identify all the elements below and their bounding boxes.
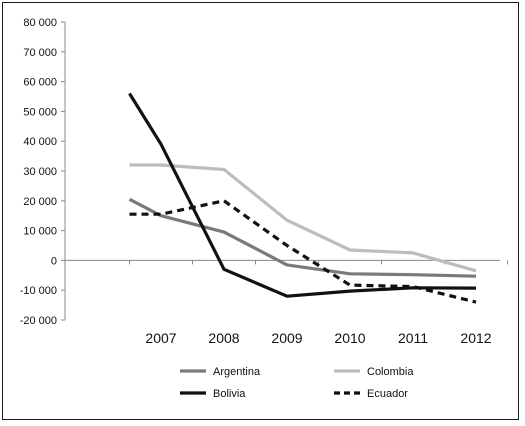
x-tick-label: 2012 [460,330,491,346]
x-tick-label: 2010 [334,330,365,346]
series-line-bolivia [128,92,477,298]
series-line-colombia [129,163,477,273]
series-line-ecuador [129,199,477,304]
chart-frame [2,2,519,420]
y-tick-label: 30 000 [23,166,57,178]
x-tick-label: 2011 [398,330,428,346]
series-line-argentina [128,197,477,278]
x-tick-label: 2009 [271,330,302,346]
y-tick-label: 50 000 [23,106,57,118]
legend-label-ecuador: Ecuador [367,388,408,400]
y-tick-label: 0 [51,255,57,267]
y-tick-label: 40 000 [23,136,57,148]
y-tick-label: -10 000 [20,285,57,297]
x-tick-label: 2007 [145,330,176,346]
y-tick-label: 80 000 [23,17,57,29]
y-tick-label: 60 000 [23,77,57,89]
legend-label-argentina: Argentina [213,366,261,378]
legend-label-bolivia: Bolivia [213,388,246,400]
y-tick-label: 20 000 [23,196,57,208]
legend-label-colombia: Colombia [367,366,414,378]
y-tick-label: -20 000 [20,315,57,327]
y-tick-label: 10 000 [23,226,57,238]
y-tick-label: 70 000 [23,47,57,59]
x-tick-label: 2008 [208,330,239,346]
